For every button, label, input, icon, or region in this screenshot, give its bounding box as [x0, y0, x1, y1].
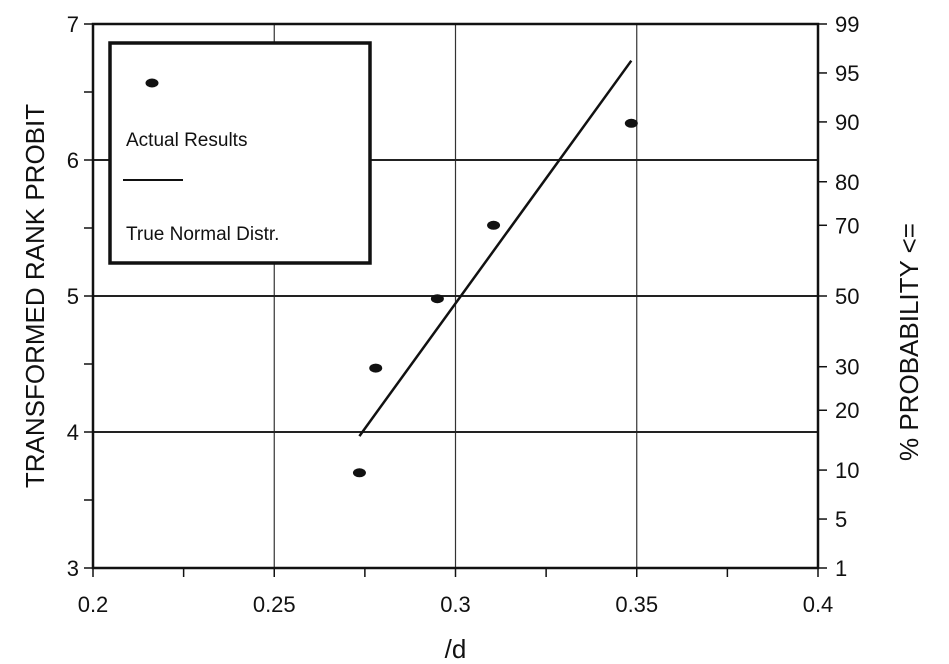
y2-tick-label: 95	[835, 61, 859, 86]
y2-tick-label: 80	[835, 170, 859, 195]
y2-tick-label: 70	[835, 213, 859, 238]
x-tick-label: 0.25	[253, 592, 296, 617]
data-point	[369, 363, 383, 373]
y-axis-title: TRANSFORMED RANK PROBIT	[20, 104, 50, 488]
x-axis-title: /d	[445, 634, 467, 664]
y2-tick-label: 5	[835, 507, 847, 532]
x-tick-label: 0.35	[615, 592, 658, 617]
data-point	[487, 220, 501, 230]
y2-tick-label: 90	[835, 110, 859, 135]
y2-tick-label: 20	[835, 398, 859, 423]
data-point	[624, 118, 638, 128]
legend-marker-actual-results	[145, 78, 159, 88]
y2-axis-title: % PROBABILITY <=	[894, 223, 924, 461]
x-tick-labels: 0.2 0.25 0.3 0.35 0.4	[78, 592, 834, 617]
y2-tick-label: 1	[835, 556, 847, 581]
series	[352, 59, 638, 478]
legend: Actual Results True Normal Distr.	[108, 41, 372, 265]
true-normal-line	[358, 59, 633, 437]
y2-tick-label: 10	[835, 458, 859, 483]
y-tick-label: 5	[67, 284, 79, 309]
y-tick-label: 6	[67, 148, 79, 173]
y2-tick-label: 50	[835, 284, 859, 309]
y-tick-label: 4	[67, 420, 79, 445]
data-point	[352, 468, 366, 478]
y2-tick-label: 30	[835, 355, 859, 380]
x-tick-label: 0.3	[440, 592, 471, 617]
x-tick-label: 0.2	[78, 592, 109, 617]
x-tick-label: 0.4	[803, 592, 834, 617]
y2-tick-label: 99	[835, 12, 859, 37]
y-tick-label: 3	[67, 556, 79, 581]
data-point	[430, 294, 444, 304]
axis-ticks	[84, 23, 819, 577]
y-tick-labels: 3 4 5 6 7	[67, 12, 79, 581]
y2-tick-labels: 1 5 10 20 30 50 70 80 90 95 99	[818, 12, 859, 581]
y-tick-label: 7	[67, 12, 79, 37]
legend-label-true-normal: True Normal Distr.	[126, 224, 279, 245]
legend-label-actual-results: Actual Results	[126, 130, 247, 151]
